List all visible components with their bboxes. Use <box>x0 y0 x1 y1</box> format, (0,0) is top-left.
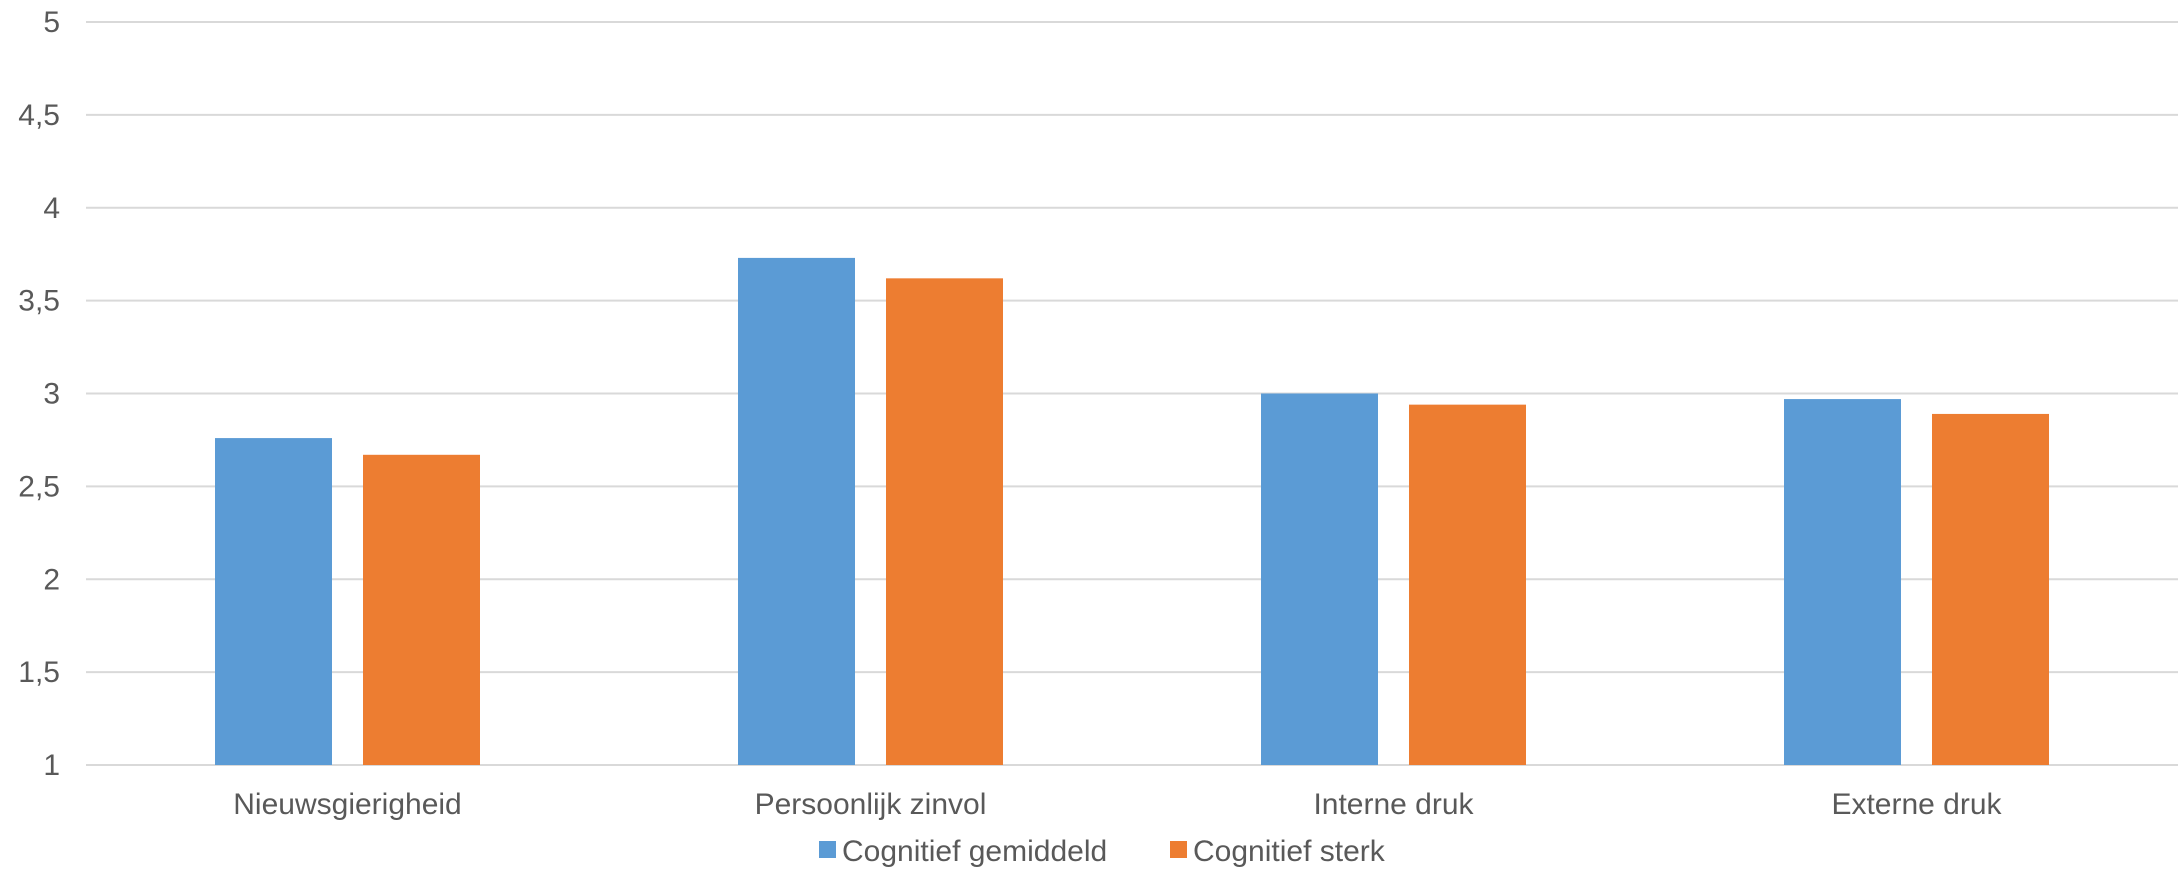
legend-swatch <box>1170 841 1187 858</box>
bar-cognitief-sterk-3 <box>1932 413 2049 765</box>
y-tick-label: 5 <box>43 6 60 39</box>
y-axis-tick-labels: 1 1,5 2 2,5 3 3,5 4 4,5 5 <box>18 6 60 782</box>
y-tick-label: 3,5 <box>18 285 60 318</box>
y-tick-label: 1,5 <box>18 656 60 689</box>
bar-cognitief-sterk-0 <box>363 454 480 765</box>
bars <box>215 257 2049 765</box>
bar-cognitief-sterk-1 <box>886 278 1003 765</box>
bar-cognitief-sterk-2 <box>1409 404 1526 765</box>
legend-label: Cognitief sterk <box>1193 835 1386 868</box>
y-tick-label: 2 <box>43 563 60 596</box>
bar-cognitief-gemiddeld-2 <box>1261 393 1378 765</box>
legend-swatch <box>819 841 836 858</box>
y-tick-label: 3 <box>43 378 60 411</box>
y-tick-label: 4 <box>43 192 60 225</box>
bar-cognitief-gemiddeld-3 <box>1784 399 1901 765</box>
x-category-label: Externe druk <box>1831 788 2002 821</box>
bar-cognitief-gemiddeld-1 <box>738 257 855 765</box>
x-category-label: Nieuwsgierigheid <box>233 788 461 821</box>
y-tick-label: 2,5 <box>18 470 60 503</box>
y-tick-label: 4,5 <box>18 99 60 132</box>
legend-label: Cognitief gemiddeld <box>842 835 1107 868</box>
legend: Cognitief gemiddeld Cognitief sterk <box>819 835 1386 868</box>
x-category-label: Interne druk <box>1313 788 1474 821</box>
x-axis-category-labels: Nieuwsgierigheid Persoonlijk zinvol Intern… <box>233 788 2002 821</box>
x-category-label: Persoonlijk zinvol <box>755 788 987 821</box>
bar-cognitief-gemiddeld-0 <box>215 438 332 765</box>
y-tick-label: 1 <box>43 749 60 782</box>
